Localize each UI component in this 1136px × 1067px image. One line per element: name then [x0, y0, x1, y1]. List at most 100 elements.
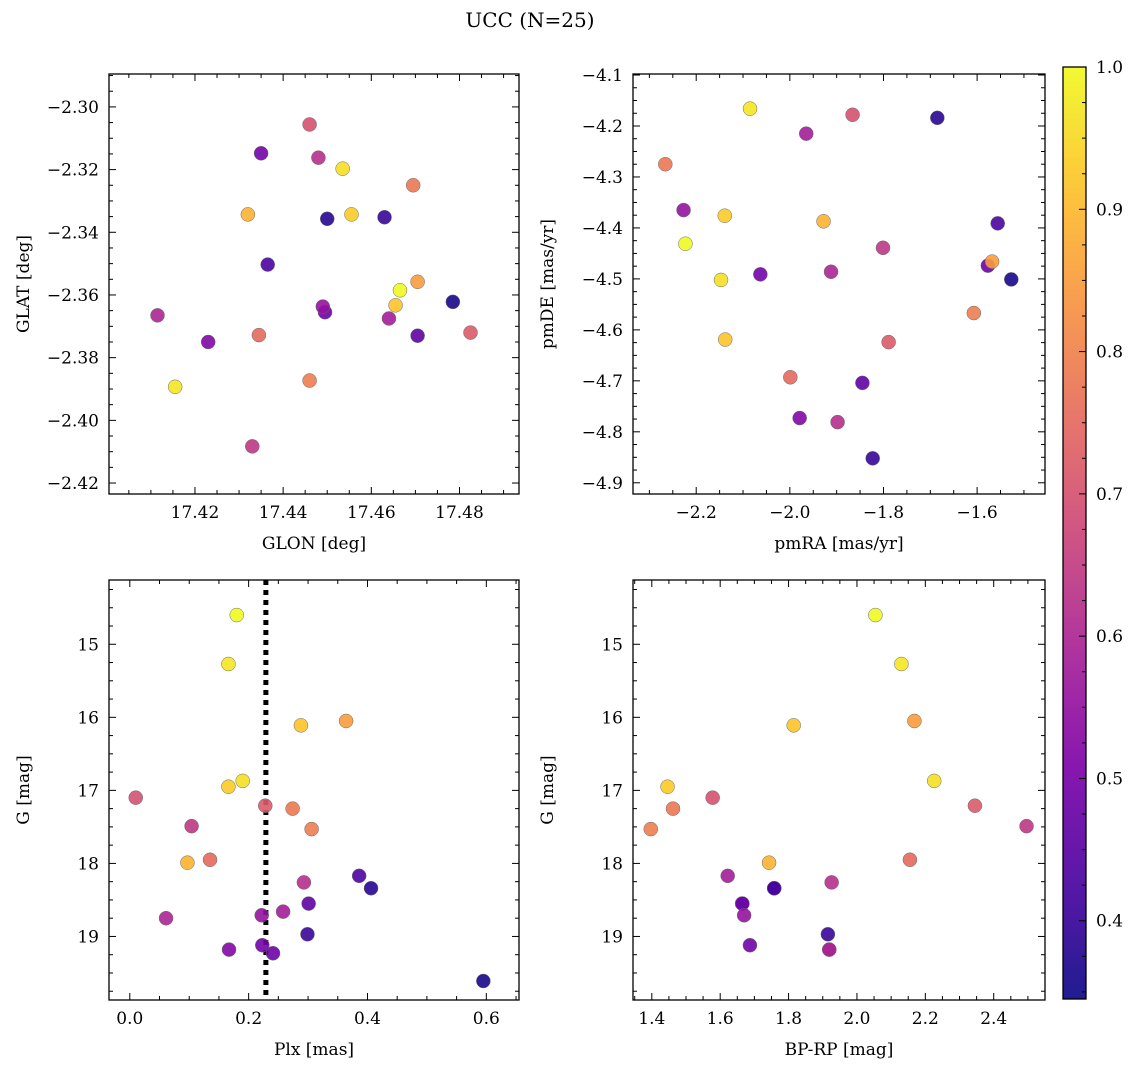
data-point	[410, 274, 425, 290]
data-point	[258, 798, 273, 813]
figure-title: UCC (N=25)	[465, 8, 594, 32]
data-point	[822, 942, 837, 957]
colorbar-gradient	[1063, 67, 1086, 999]
data-point	[717, 208, 733, 223]
data-point	[158, 910, 174, 926]
data-point	[180, 855, 195, 870]
data-point	[410, 328, 425, 343]
data-point	[128, 790, 143, 805]
colorbar-tick-label: 0.7	[1096, 485, 1123, 505]
axis-ticks	[109, 74, 519, 494]
data-point	[894, 656, 909, 672]
data-point	[868, 607, 883, 623]
x-tick-label: 17.42	[171, 503, 220, 523]
data-point	[351, 868, 367, 884]
y-tick-label: −2.32	[47, 161, 99, 181]
y-tick-label: −2.38	[47, 349, 99, 369]
data-point	[930, 110, 945, 126]
panel-bottom-right: 1.4 1.6 1.8 2.0 2.2 2.4 15 16 17 18 19 BP-RP [mag] G…	[538, 579, 1046, 1060]
y-tick-label: −4.2	[582, 117, 623, 137]
x-axis-label: BP-RP [mag]	[785, 1040, 894, 1060]
y-tick-label: −4.6	[582, 321, 623, 341]
x-tick-label: 17.48	[435, 503, 484, 523]
data-point	[990, 216, 1005, 231]
y-axis-label: pmDE [mas/yr]	[538, 219, 558, 349]
data-point	[720, 868, 735, 884]
y-tick-label: −4.8	[582, 423, 623, 443]
data-point	[296, 875, 312, 890]
plot-area	[109, 580, 519, 1000]
data-point	[445, 294, 461, 310]
data-point	[881, 334, 896, 350]
y-tick-label: −4.3	[582, 168, 623, 188]
x-axis-label: GLON [deg]	[262, 534, 366, 554]
data-point	[713, 272, 729, 288]
data-point	[786, 718, 801, 733]
data-point	[907, 713, 922, 729]
x-tick-label: 1.6	[707, 1009, 734, 1029]
x-tick-label: 2.0	[843, 1009, 870, 1029]
data-point	[926, 773, 942, 789]
y-tick-label: −4.1	[582, 66, 623, 86]
colorbar-tick-label: 0.4	[1096, 912, 1123, 932]
y-tick-label: −2.34	[47, 223, 99, 243]
y-tick-label: 15	[601, 635, 623, 655]
x-tick-label: 0.6	[473, 1009, 500, 1029]
y-tick-label: 19	[601, 927, 623, 947]
data-point	[405, 178, 421, 193]
data-point	[678, 236, 693, 251]
data-point	[319, 211, 335, 227]
y-tick-label: 19	[77, 927, 99, 947]
data-point	[875, 240, 891, 256]
scatter-panels: 17.42 17.44 17.46 17.48 −2.30 −2.32 −2.34 −2.36…	[14, 66, 1046, 1060]
data-point	[221, 656, 236, 672]
y-tick-label: −2.42	[47, 474, 99, 494]
data-point	[1004, 272, 1019, 287]
data-point	[742, 937, 758, 953]
colorbar-frame	[1062, 66, 1087, 1000]
plot-area	[109, 74, 519, 494]
data-point	[463, 325, 478, 340]
data-point	[742, 101, 758, 116]
x-tick-label: 0.4	[354, 1009, 381, 1029]
data-point	[381, 311, 397, 326]
y-tick-label: −2.36	[47, 286, 99, 306]
data-point	[184, 818, 199, 834]
data-point	[967, 798, 983, 813]
data-point	[255, 937, 270, 953]
data-point	[665, 801, 681, 816]
data-point	[302, 117, 317, 132]
data-point	[265, 946, 281, 961]
data-point	[820, 927, 836, 942]
data-point	[335, 161, 350, 176]
data-point	[315, 299, 331, 314]
data-point	[150, 308, 165, 323]
y-tick-label: −4.4	[582, 219, 623, 239]
data-point	[798, 126, 814, 141]
data-point	[761, 855, 777, 870]
y-tick-label: 17	[601, 781, 623, 801]
data-point	[221, 942, 237, 957]
x-tick-label: 2.2	[912, 1009, 939, 1029]
data-point	[865, 451, 880, 466]
x-tick-label: 1.4	[638, 1009, 665, 1029]
colorbar: 0.4 0.5 0.6 0.7 0.8 0.9 1.0	[1062, 58, 1123, 1000]
y-tick-label: 16	[77, 708, 99, 728]
data-point	[643, 821, 659, 837]
data-point	[705, 790, 720, 805]
data-point	[902, 852, 918, 868]
y-tick-label: 18	[77, 854, 99, 874]
data-point	[311, 150, 326, 165]
x-axis-label: pmRA [mas/yr]	[774, 534, 903, 554]
data-point	[717, 332, 733, 347]
data-point	[260, 257, 275, 272]
data-point	[293, 718, 309, 733]
data-point	[251, 327, 267, 343]
y-tick-label: 18	[601, 854, 623, 874]
data-point	[823, 264, 839, 280]
data-point	[200, 334, 216, 350]
data-point	[766, 880, 782, 896]
x-tick-label: −1.8	[863, 503, 904, 523]
data-point	[377, 209, 392, 225]
